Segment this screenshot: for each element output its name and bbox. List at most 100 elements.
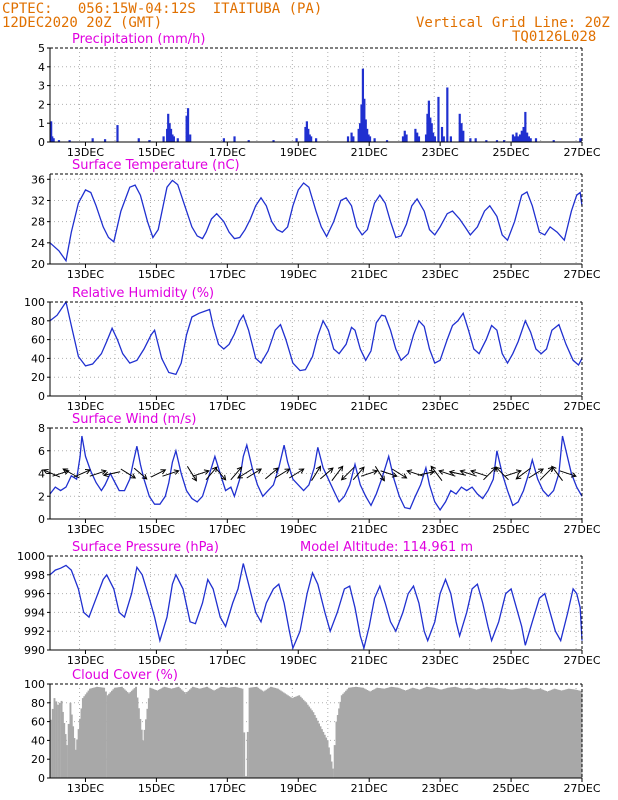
precip-bar xyxy=(520,130,523,142)
cloud-bar xyxy=(285,694,288,778)
wind-vector xyxy=(495,466,509,481)
cloud-bar xyxy=(169,688,172,778)
precip-bar xyxy=(579,138,582,142)
cloud-bar xyxy=(269,686,272,778)
cloud-bar xyxy=(191,686,194,778)
precip-bar xyxy=(168,123,171,142)
pres-title: Surface Pressure (hPa) xyxy=(72,540,219,555)
y-tick-label: 24 xyxy=(31,237,45,250)
x-tick-label: 19DEC xyxy=(280,654,317,667)
cloud-bar xyxy=(187,690,190,778)
cloud-bar xyxy=(193,687,196,778)
y-tick-label: 1 xyxy=(38,117,45,130)
x-tick-label: 13DEC xyxy=(67,400,104,413)
wind-vector xyxy=(320,467,334,480)
precip-bar xyxy=(495,140,499,142)
cloud-bar xyxy=(294,696,296,778)
cloud-bar xyxy=(468,687,471,778)
temp-title: Surface Temperature (nC) xyxy=(72,158,240,173)
y-tick-label: 4 xyxy=(38,468,45,481)
cloud-bar xyxy=(164,687,167,778)
wind-vector xyxy=(120,468,137,479)
y-tick-label: 32 xyxy=(31,194,45,207)
cloud-bar xyxy=(479,688,482,778)
cloud-bar xyxy=(556,689,559,778)
cloud-bar xyxy=(170,688,173,778)
precip-bar xyxy=(148,140,151,142)
x-tick-label: 27DEC xyxy=(563,146,600,159)
precip-bar xyxy=(427,100,430,142)
rh-series-line xyxy=(49,300,583,376)
cloud-bar xyxy=(457,687,460,778)
cloud-bar xyxy=(391,687,394,778)
cloud-bar xyxy=(122,688,125,778)
y-tick-label: 20 xyxy=(31,371,45,384)
cloud-bar xyxy=(498,687,501,778)
cloud-bar xyxy=(573,689,576,778)
cloud-bar xyxy=(515,689,518,778)
cloud-bar xyxy=(532,689,535,778)
cloud-bar xyxy=(276,688,279,778)
x-tick-label: 15DEC xyxy=(138,782,175,795)
cloud-bar xyxy=(80,708,83,778)
x-tick-label: 17DEC xyxy=(209,268,246,281)
x-tick-label: 27DEC xyxy=(563,400,600,413)
cloud-bar xyxy=(472,688,475,778)
cloud-bar xyxy=(528,688,530,778)
cloud-bar xyxy=(389,687,391,778)
cloud-bar xyxy=(94,687,97,778)
y-tick-label: 3 xyxy=(38,80,45,93)
cloud-bar xyxy=(352,687,355,778)
precip-bar xyxy=(440,126,444,142)
x-tick-label: 23DEC xyxy=(422,782,459,795)
precip-bar xyxy=(433,136,437,142)
y-tick-label: 1000 xyxy=(17,550,45,563)
cloud-bar xyxy=(482,687,485,778)
x-tick-label: 21DEC xyxy=(351,782,388,795)
cloud-bar xyxy=(505,688,508,778)
cloud-bar xyxy=(53,698,56,778)
x-tick-label: 19DEC xyxy=(280,782,317,795)
cloud-bar xyxy=(360,687,363,778)
cloud-bar xyxy=(522,688,525,778)
cloud-bar xyxy=(452,687,455,778)
precip-bar xyxy=(233,136,236,142)
header-station-line: CPTEC: 056:15W-04:12S ITAITUBA (PA) xyxy=(2,1,323,17)
x-tick-label: 13DEC xyxy=(67,268,104,281)
cloud-bar xyxy=(562,690,565,778)
x-tick-label: 27DEC xyxy=(563,268,600,281)
cloud-bar xyxy=(401,689,404,778)
cloud-bar xyxy=(359,687,362,778)
cloud-bar xyxy=(83,696,86,778)
cloud-bar xyxy=(292,697,295,778)
cloud-bar xyxy=(435,688,438,778)
cloud-bar xyxy=(384,688,387,778)
cloud-bar xyxy=(154,690,157,778)
cloud-bar xyxy=(286,695,289,778)
cloud-bar xyxy=(291,698,294,778)
cloud-bar xyxy=(299,696,302,778)
y-tick-label: 80 xyxy=(31,697,45,710)
cloud-bar xyxy=(390,686,393,778)
cloud-bar xyxy=(204,687,207,778)
cloud-bar xyxy=(489,688,492,778)
cloud-bar xyxy=(126,692,129,778)
cloud-bar xyxy=(331,768,334,778)
precip-bar xyxy=(424,134,428,142)
cloud-bar xyxy=(137,708,140,778)
cloud-bar xyxy=(342,693,345,778)
cloud-bar xyxy=(559,690,562,778)
y-tick-label: 28 xyxy=(31,216,45,229)
cloud-bar xyxy=(502,688,505,778)
cloud-bar xyxy=(267,688,269,778)
cloud-bar xyxy=(462,688,465,778)
cloud-bar xyxy=(494,688,496,778)
cloud-bar xyxy=(96,686,98,778)
cloud-bar xyxy=(318,723,321,778)
cloud-bar xyxy=(180,689,183,778)
cloud-bar xyxy=(512,689,515,778)
cloud-bar xyxy=(508,689,511,778)
cloud-bar xyxy=(406,690,408,778)
pres-series-line xyxy=(49,563,583,651)
cloud-bar xyxy=(251,687,254,778)
